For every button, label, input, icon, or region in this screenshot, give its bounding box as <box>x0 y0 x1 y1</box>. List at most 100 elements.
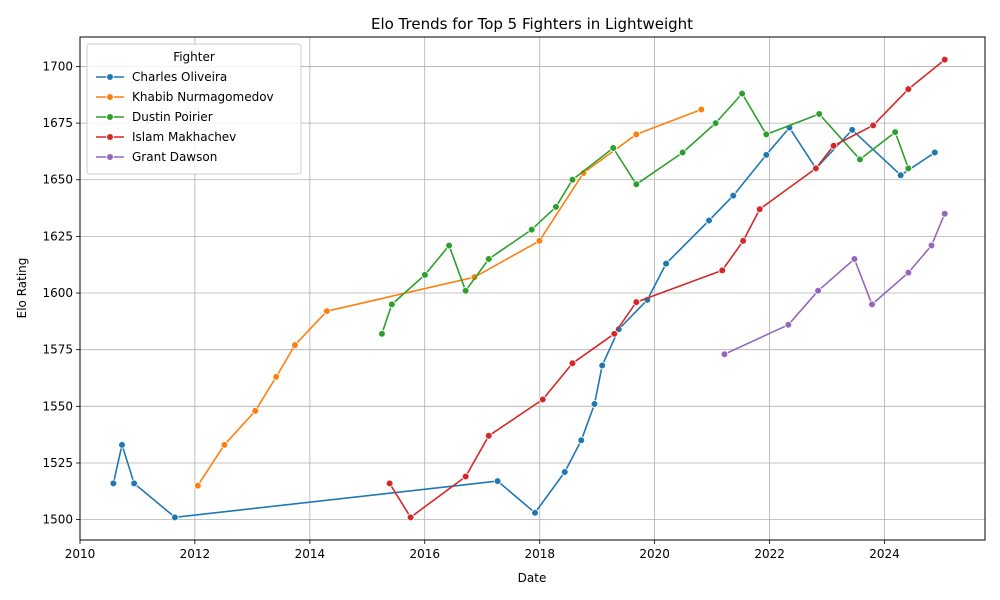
data-point-islam-makhachev <box>610 330 619 338</box>
data-point-dustin-poirier <box>762 130 771 139</box>
legend-swatch-marker <box>106 93 114 101</box>
series-islam-makhachev <box>385 55 949 522</box>
data-point-dustin-poirier <box>552 203 560 211</box>
series-khabib-nurmagomedov <box>194 105 706 490</box>
y-tick-label: 1525 <box>42 456 73 470</box>
data-point-khabib-nurmagomedov <box>251 407 260 415</box>
legend-swatch-marker <box>106 113 114 121</box>
legend: Fighter Charles Oliveira Khabib Nurmagome… <box>86 43 302 175</box>
data-point-islam-makhachev <box>461 472 470 481</box>
data-point-charles-oliveira <box>931 148 939 157</box>
data-point-charles-oliveira <box>590 400 599 408</box>
series-dustin-poirier <box>378 89 913 338</box>
y-tick-label: 1675 <box>42 116 73 130</box>
data-point-dustin-poirier <box>815 110 823 118</box>
legend-label: Khabib Nurmagomedov <box>132 90 274 104</box>
data-point-islam-makhachev <box>904 85 913 93</box>
plot-frame <box>79 36 986 541</box>
data-point-islam-makhachev <box>940 55 949 64</box>
data-point-dustin-poirier <box>568 175 577 184</box>
data-point-dustin-poirier <box>609 144 618 152</box>
data-point-dustin-poirier <box>738 89 746 98</box>
legend-label: Dustin Poirier <box>132 110 213 124</box>
y-tick-label: 1500 <box>42 513 73 527</box>
legend-swatch-marker <box>106 73 114 81</box>
data-point-islam-makhachev <box>755 205 764 213</box>
data-point-charles-oliveira <box>896 171 905 180</box>
legend-entry-khabib-nurmagomedov: Khabib Nurmagomedov <box>96 90 274 104</box>
data-point-charles-oliveira <box>662 259 670 268</box>
data-point-charles-oliveira <box>577 436 586 445</box>
legend-entries: Charles Oliveira Khabib Nurmagomedov Dusti… <box>96 70 274 164</box>
legend-box <box>86 43 302 175</box>
legend-label: Charles Oliveira <box>132 70 227 84</box>
x-tick-label: 2018 <box>524 547 555 561</box>
data-point-khabib-nurmagomedov <box>272 373 280 381</box>
data-point-islam-makhachev <box>568 359 577 368</box>
y-tick-label: 1575 <box>42 343 73 357</box>
data-point-dustin-poirier <box>484 255 493 263</box>
data-point-islam-makhachev <box>829 141 838 150</box>
x-tick-label: 2010 <box>65 547 96 561</box>
data-point-charles-oliveira <box>118 441 126 449</box>
y-tick-label: 1650 <box>42 173 73 187</box>
data-point-islam-makhachev <box>632 298 641 306</box>
data-point-dustin-poirier <box>388 300 396 309</box>
data-point-khabib-nurmagomedov <box>632 130 641 139</box>
y-tick-label: 1600 <box>42 286 73 300</box>
legend-label: Islam Makhachev <box>132 130 236 144</box>
data-point-charles-oliveira <box>729 191 738 200</box>
data-point-charles-oliveira <box>560 468 569 476</box>
series-grant-dawson <box>720 209 949 359</box>
x-tick-label: 2020 <box>639 547 670 561</box>
data-point-dustin-poirier <box>378 330 386 338</box>
data-point-charles-oliveira <box>598 361 607 370</box>
data-point-charles-oliveira <box>705 216 713 225</box>
data-point-dustin-poirier <box>678 148 687 157</box>
y-tick-label: 1550 <box>42 399 73 413</box>
data-point-grant-dawson <box>868 300 876 309</box>
data-point-grant-dawson <box>904 268 913 277</box>
series-line-grant-dawson <box>724 213 946 355</box>
legend-label: Grant Dawson <box>132 150 217 164</box>
data-point-islam-makhachev <box>385 479 394 488</box>
data-point-grant-dawson <box>720 350 729 359</box>
data-point-dustin-poirier <box>461 286 470 295</box>
data-point-islam-makhachev <box>484 431 493 440</box>
data-point-islam-makhachev <box>406 513 415 522</box>
axis-ticks: 2010 2012 2014 2016 2018 2020 2022 2024 1500 1525… <box>42 59 899 561</box>
legend-entry-charles-oliveira: Charles Oliveira <box>96 70 227 84</box>
data-point-dustin-poirier <box>421 271 429 279</box>
series-lines <box>109 55 949 522</box>
y-axis-title: Elo Rating <box>15 258 29 319</box>
data-point-grant-dawson <box>927 241 936 250</box>
legend-title: Fighter <box>173 50 215 64</box>
legend-swatch-marker <box>106 153 114 161</box>
data-point-islam-makhachev <box>538 395 547 404</box>
data-point-khabib-nurmagomedov <box>323 307 331 315</box>
x-tick-label: 2012 <box>180 547 211 561</box>
data-point-dustin-poirier <box>632 180 641 189</box>
data-point-charles-oliveira <box>531 509 539 517</box>
data-point-dustin-poirier <box>891 128 899 136</box>
data-point-charles-oliveira <box>762 151 771 159</box>
data-point-khabib-nurmagomedov <box>535 237 544 245</box>
data-point-charles-oliveira <box>493 477 502 485</box>
legend-entry-islam-makhachev: Islam Makhachev <box>96 130 236 144</box>
data-point-islam-makhachev <box>739 237 747 245</box>
data-point-grant-dawson <box>784 320 793 329</box>
data-point-khabib-nurmagomedov <box>291 341 299 349</box>
x-tick-label: 2024 <box>869 547 900 561</box>
data-point-grant-dawson <box>940 209 949 218</box>
data-point-khabib-nurmagomedov <box>697 105 706 114</box>
data-point-dustin-poirier <box>445 241 453 250</box>
data-point-grant-dawson <box>814 286 822 295</box>
data-point-dustin-poirier <box>527 225 536 234</box>
data-point-islam-makhachev <box>869 121 877 130</box>
data-point-islam-makhachev <box>718 266 727 275</box>
y-tick-label: 1700 <box>42 59 73 73</box>
y-tick-label: 1625 <box>42 229 73 243</box>
data-point-charles-oliveira <box>848 126 857 134</box>
legend-swatch-marker <box>106 133 114 141</box>
